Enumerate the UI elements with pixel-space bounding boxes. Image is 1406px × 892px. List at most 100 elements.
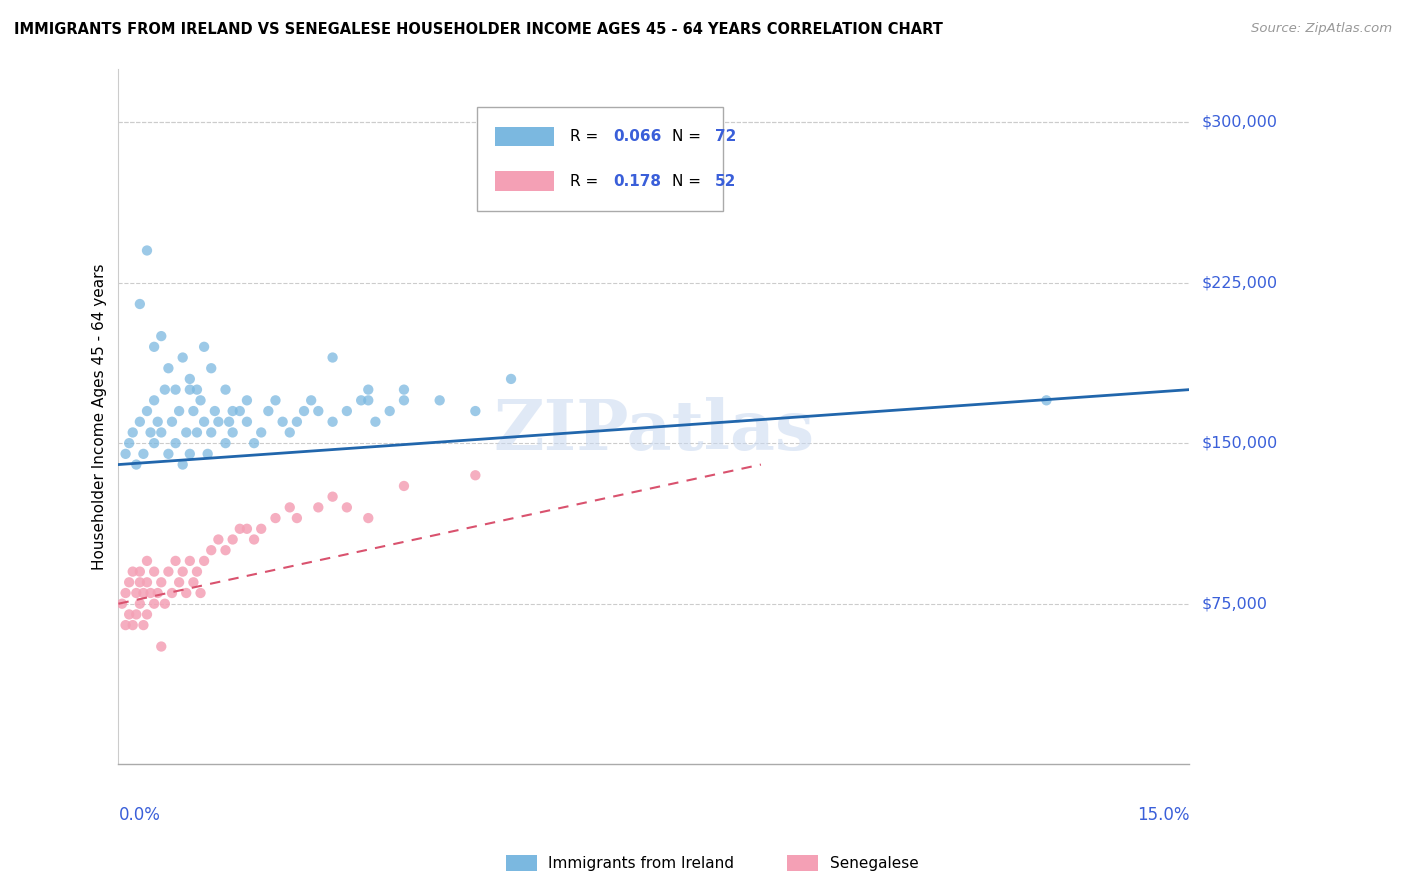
Point — [229, 522, 252, 536]
Point — [207, 415, 229, 429]
Point — [221, 425, 243, 440]
Text: R =: R = — [571, 174, 603, 189]
Point — [143, 565, 166, 579]
Point — [128, 597, 150, 611]
Point — [429, 393, 451, 408]
Point — [186, 565, 208, 579]
Point — [128, 565, 150, 579]
Point — [125, 586, 148, 600]
Point — [392, 393, 415, 408]
Point — [200, 425, 222, 440]
Point — [150, 329, 173, 343]
Point — [221, 404, 243, 418]
Point — [121, 565, 143, 579]
Point — [292, 404, 315, 418]
Text: $300,000: $300,000 — [1202, 114, 1278, 129]
Point — [186, 383, 208, 397]
Point — [214, 543, 236, 558]
Point — [357, 393, 380, 408]
Text: $150,000: $150,000 — [1202, 435, 1278, 450]
Point — [278, 500, 301, 515]
Point — [143, 340, 166, 354]
Point — [157, 565, 180, 579]
Point — [299, 393, 322, 408]
Point — [167, 404, 190, 418]
Point — [167, 575, 190, 590]
Point — [146, 415, 169, 429]
Point — [150, 575, 173, 590]
Point — [160, 586, 183, 600]
Point — [190, 586, 212, 600]
Point — [250, 522, 273, 536]
Point — [229, 404, 252, 418]
Point — [128, 297, 150, 311]
Point — [336, 404, 359, 418]
Point — [322, 490, 344, 504]
Point — [157, 361, 180, 376]
Text: 72: 72 — [714, 129, 737, 145]
Point — [165, 436, 187, 450]
Text: 0.0%: 0.0% — [118, 806, 160, 824]
Point — [128, 575, 150, 590]
Text: 52: 52 — [714, 174, 737, 189]
Point — [118, 436, 141, 450]
Point — [364, 415, 387, 429]
Point — [118, 575, 141, 590]
Point — [125, 458, 148, 472]
Point — [322, 415, 344, 429]
Point — [243, 533, 266, 547]
Point — [160, 415, 183, 429]
Point — [143, 393, 166, 408]
Point — [193, 415, 215, 429]
Point — [200, 361, 222, 376]
Point — [179, 447, 201, 461]
Point — [157, 447, 180, 461]
Point — [204, 404, 226, 418]
Text: Senegalese: Senegalese — [830, 856, 918, 871]
Point — [322, 351, 344, 365]
Point — [186, 425, 208, 440]
Text: N =: N = — [672, 129, 706, 145]
Point — [236, 393, 259, 408]
Point — [132, 586, 155, 600]
Point — [1035, 393, 1057, 408]
FancyBboxPatch shape — [477, 107, 724, 211]
Point — [139, 425, 162, 440]
Text: 0.178: 0.178 — [613, 174, 661, 189]
Point — [392, 383, 415, 397]
Point — [114, 447, 136, 461]
Point — [179, 554, 201, 568]
Point — [179, 383, 201, 397]
Point — [250, 425, 273, 440]
Point — [243, 436, 266, 450]
Text: $225,000: $225,000 — [1202, 275, 1278, 290]
Point — [183, 404, 205, 418]
Text: IMMIGRANTS FROM IRELAND VS SENEGALESE HOUSEHOLDER INCOME AGES 45 - 64 YEARS CORR: IMMIGRANTS FROM IRELAND VS SENEGALESE HO… — [14, 22, 943, 37]
Point — [207, 533, 229, 547]
Text: 0.066: 0.066 — [613, 129, 661, 145]
Point — [172, 351, 194, 365]
Point — [121, 618, 143, 632]
Point — [257, 404, 280, 418]
Point — [278, 425, 301, 440]
Point — [118, 607, 141, 622]
Point — [307, 500, 329, 515]
Point — [357, 383, 380, 397]
Point — [336, 500, 359, 515]
Point — [214, 383, 236, 397]
Point — [128, 415, 150, 429]
Point — [136, 244, 159, 258]
Point — [464, 404, 486, 418]
Point — [221, 533, 243, 547]
Point — [218, 415, 240, 429]
Point — [150, 425, 173, 440]
Text: N =: N = — [672, 174, 706, 189]
Point — [357, 511, 380, 525]
Point — [174, 425, 197, 440]
FancyBboxPatch shape — [495, 171, 554, 191]
Point — [165, 383, 187, 397]
Point — [193, 554, 215, 568]
Point — [136, 607, 159, 622]
Point — [307, 404, 329, 418]
Point — [378, 404, 401, 418]
